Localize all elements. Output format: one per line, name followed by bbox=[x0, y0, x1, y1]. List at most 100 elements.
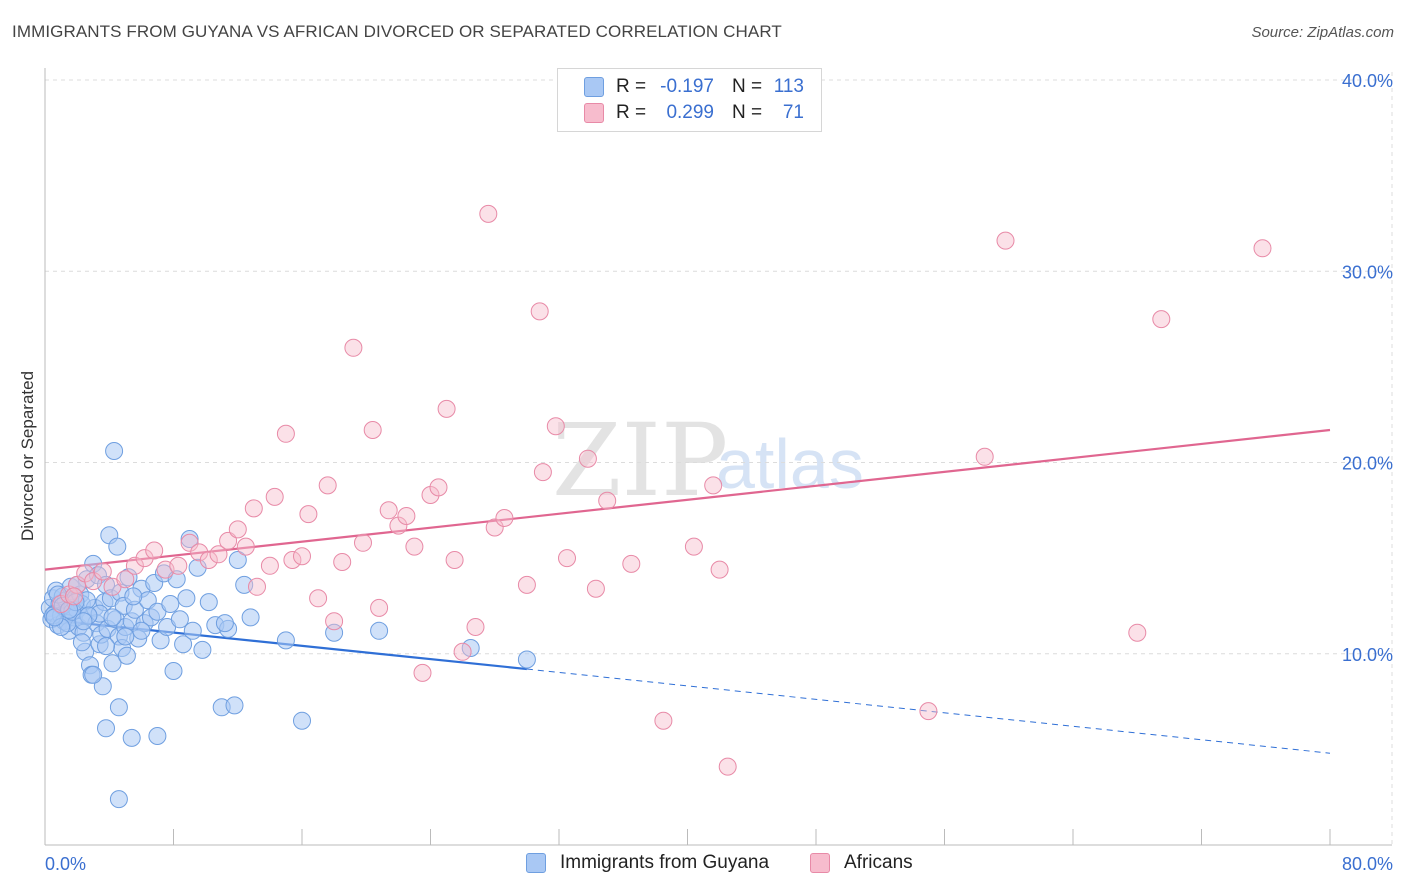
guyana-point bbox=[84, 665, 103, 684]
axes bbox=[44, 68, 1392, 846]
n-value: 113 bbox=[773, 76, 804, 97]
africans-point bbox=[293, 547, 311, 566]
legend-label: Immigrants from Guyana bbox=[560, 852, 770, 873]
africans-point bbox=[718, 757, 737, 776]
africans-point bbox=[530, 302, 549, 321]
guyana-point bbox=[164, 662, 183, 680]
guyana-point bbox=[103, 654, 122, 673]
africans-point bbox=[209, 545, 228, 564]
watermark-atlas: atlas bbox=[716, 425, 864, 503]
guyana-point bbox=[103, 608, 122, 627]
guyana-point bbox=[180, 530, 199, 548]
africans-point bbox=[598, 491, 617, 510]
guyana-point bbox=[293, 711, 311, 730]
africans-point bbox=[405, 537, 424, 556]
africans-point bbox=[517, 575, 536, 594]
africans-point bbox=[64, 587, 83, 606]
legend-swatch-guyana bbox=[584, 77, 604, 97]
africans-point bbox=[219, 531, 238, 550]
guyana-point bbox=[225, 696, 244, 715]
africans-point bbox=[260, 556, 279, 575]
guyana-point bbox=[117, 646, 136, 665]
guyana-point bbox=[97, 719, 115, 738]
africans-point bbox=[429, 478, 448, 497]
africans-point bbox=[1152, 310, 1171, 329]
data-points bbox=[40, 204, 1272, 809]
guyana-point bbox=[370, 621, 389, 640]
africans-point bbox=[704, 476, 723, 495]
guyana-point bbox=[132, 621, 151, 640]
guyana-point bbox=[148, 727, 167, 745]
guyana-point bbox=[199, 593, 218, 612]
africans-point bbox=[975, 447, 994, 466]
legend-swatch-africans bbox=[810, 853, 830, 873]
africans-point bbox=[84, 572, 103, 591]
r-label: R = bbox=[616, 76, 647, 97]
africans-point bbox=[354, 533, 372, 552]
guyana-point bbox=[177, 589, 196, 608]
legend-row-guyana: R = -0.197 N = 113 bbox=[584, 75, 804, 99]
africans-point bbox=[370, 598, 389, 617]
guyana-point bbox=[74, 612, 93, 631]
africans-trend-line bbox=[44, 428, 1331, 571]
africans-point bbox=[578, 449, 597, 468]
africans-point bbox=[135, 549, 154, 568]
watermark-zip: ZIP bbox=[552, 402, 728, 519]
guyana-point bbox=[215, 614, 234, 633]
guyana-point bbox=[517, 650, 536, 669]
legend-item-africans[interactable]: Africans bbox=[810, 852, 913, 874]
r-value: 0.299 bbox=[666, 102, 714, 123]
africans-point bbox=[318, 476, 337, 495]
africans-point bbox=[93, 562, 112, 581]
guyana-point bbox=[93, 677, 112, 696]
y-tick-label: 30.0% bbox=[1342, 262, 1393, 282]
africans-point bbox=[248, 577, 266, 596]
africans-point bbox=[533, 463, 552, 482]
africans-point bbox=[413, 663, 432, 682]
guyana-point bbox=[109, 698, 128, 717]
africans-point bbox=[265, 487, 284, 506]
guyana-point bbox=[122, 728, 141, 747]
africans-point bbox=[546, 417, 565, 436]
africans-point bbox=[397, 507, 416, 525]
legend-item-guyana[interactable]: Immigrants from Guyana bbox=[526, 852, 769, 874]
guyana-point bbox=[170, 610, 189, 629]
africans-point bbox=[344, 338, 363, 357]
r-label: R = bbox=[616, 102, 647, 123]
legend-swatch-africans bbox=[584, 103, 604, 123]
guyana-point bbox=[109, 790, 128, 809]
africans-point bbox=[479, 204, 498, 223]
africans-point bbox=[558, 549, 576, 568]
africans-point bbox=[919, 702, 938, 721]
africans-point bbox=[333, 553, 352, 571]
legend-row-africans: R = 0.299 N = 71 bbox=[584, 101, 804, 125]
africans-point bbox=[325, 612, 344, 631]
africans-point bbox=[654, 711, 673, 730]
africans-point bbox=[169, 556, 188, 575]
y-tick-label: 10.0% bbox=[1342, 645, 1393, 665]
africans-point bbox=[466, 618, 485, 636]
africans-point bbox=[379, 501, 398, 520]
chart-title: IMMIGRANTS FROM GUYANA VS AFRICAN DIVORC… bbox=[12, 22, 782, 41]
africans-point bbox=[283, 551, 302, 569]
africans-point bbox=[1253, 239, 1272, 258]
guyana-point bbox=[119, 568, 138, 587]
guyana-point bbox=[241, 608, 260, 627]
africans-point bbox=[485, 518, 504, 537]
x-tick-label: 80.0% bbox=[1342, 854, 1393, 874]
guyana-point bbox=[105, 442, 124, 460]
africans-point bbox=[453, 642, 472, 661]
africans-point bbox=[276, 424, 295, 443]
africans-point bbox=[236, 537, 255, 556]
source-credit: Source: ZipAtlas.com bbox=[1251, 24, 1394, 41]
africans-point bbox=[199, 551, 218, 569]
guyana-point bbox=[276, 631, 295, 650]
guyana-point bbox=[161, 595, 180, 613]
correlation-legend: R = -0.197 N = 113 R = 0.299 N = 71 bbox=[557, 68, 822, 132]
n-value: 71 bbox=[782, 102, 804, 123]
guyana-point bbox=[193, 640, 212, 659]
x-tick-label: 0.0% bbox=[45, 854, 86, 874]
africans-point bbox=[228, 520, 247, 539]
africans-point bbox=[996, 231, 1015, 250]
